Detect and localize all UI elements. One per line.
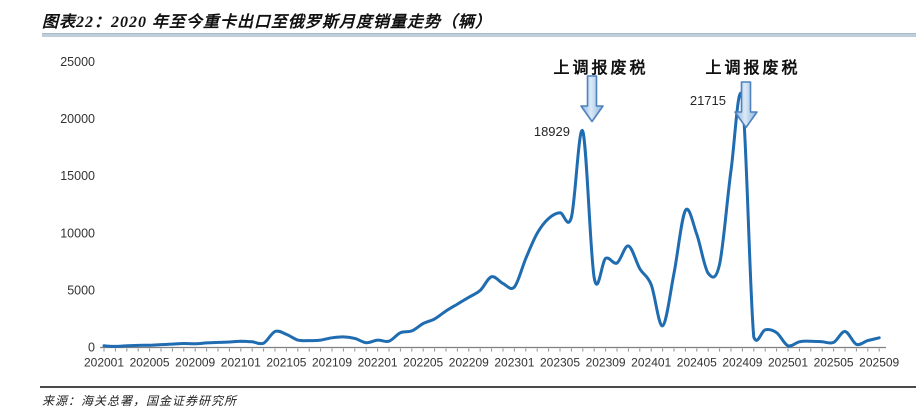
source-divider <box>40 386 916 388</box>
y-tick-label: 5000 <box>67 283 95 297</box>
down-arrow-icon <box>734 81 758 129</box>
source-note: 来源：海关总署，国金证券研究所 <box>42 394 238 408</box>
x-tick-label: 202001 <box>84 356 124 370</box>
y-tick-label: 20000 <box>60 112 95 126</box>
y-tick-label: 0 <box>88 341 95 355</box>
x-tick-label: 202005 <box>130 356 170 370</box>
x-tick-label: 202109 <box>312 356 352 370</box>
x-tick-label: 202205 <box>403 356 443 370</box>
title-underline <box>42 33 916 37</box>
x-tick-label: 202405 <box>677 356 717 370</box>
y-tick-label: 25000 <box>60 55 95 69</box>
chart-canvas: 0 5000 10000 15000 20000 25000 202001 202005 202… <box>60 55 899 370</box>
annotation-label: 上调报废税 <box>705 60 801 77</box>
x-tick-label: 202305 <box>540 356 580 370</box>
y-tick-label: 10000 <box>60 226 95 240</box>
x-tick-label: 202505 <box>814 356 854 370</box>
x-tick-label: 202209 <box>449 356 489 370</box>
x-tick-label: 202101 <box>221 356 261 370</box>
x-tick-label: 202409 <box>722 356 762 370</box>
x-tick-label: 202501 <box>768 356 808 370</box>
x-tick-label: 202401 <box>631 356 671 370</box>
figure-title: 图表22：2020 年至今重卡出口至俄罗斯月度销量走势（辆） <box>42 14 493 31</box>
x-tick-label: 202201 <box>358 356 398 370</box>
peak-value-label: 18929 <box>533 124 570 139</box>
y-tick-label: 15000 <box>60 169 95 183</box>
x-tick-label: 202009 <box>175 356 215 370</box>
peak-value-label: 21715 <box>689 93 726 108</box>
line-chart: 0 5000 10000 15000 20000 25000 202001 202005 202… <box>0 38 916 378</box>
x-tick-label: 202509 <box>859 356 899 370</box>
x-tick-label: 202301 <box>494 356 534 370</box>
x-tick-label: 202309 <box>586 356 626 370</box>
data-line <box>102 91 881 348</box>
x-tick-label: 202105 <box>266 356 306 370</box>
down-arrow-icon <box>580 75 604 123</box>
annotation-label: 上调报废税 <box>553 60 649 77</box>
